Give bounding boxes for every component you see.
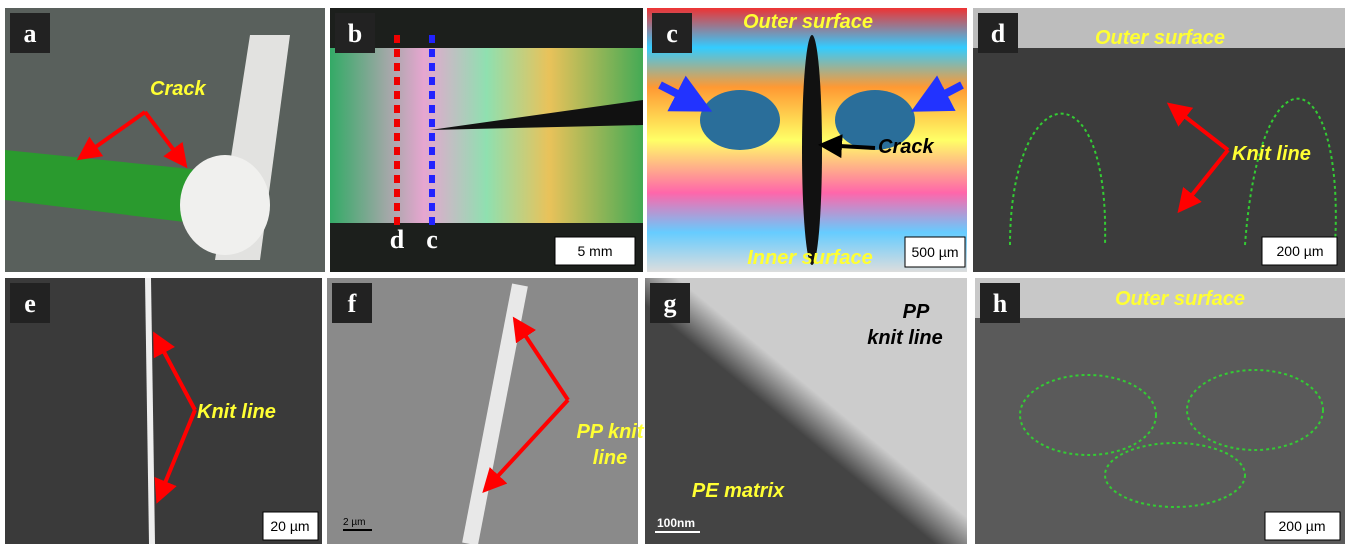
annotation: Knit line xyxy=(197,401,276,423)
annotation: PP xyxy=(903,301,930,323)
figure: a Crack b d c 5 mm c Outer surface Crack… xyxy=(0,0,1345,544)
panel-label: g xyxy=(664,289,677,318)
panel-label: c xyxy=(666,19,678,48)
annotation: Knit line xyxy=(1232,143,1311,165)
annotation: PP knit xyxy=(576,421,644,443)
scale-bar-label: 200 µm xyxy=(1279,518,1326,534)
panel-label: f xyxy=(348,289,357,318)
annotation: Outer surface xyxy=(743,11,873,33)
panel-label: e xyxy=(24,289,36,318)
scale-bar-label: 500 µm xyxy=(912,244,959,260)
annotation: Outer surface xyxy=(1115,288,1245,310)
marker-label: d xyxy=(390,225,405,254)
scale-bar-label: 5 mm xyxy=(578,243,613,259)
panel-label: d xyxy=(991,19,1006,48)
annotation: PE matrix xyxy=(692,480,785,502)
panel-label: h xyxy=(993,289,1008,318)
annotation: knit line xyxy=(867,327,943,349)
stress-zone xyxy=(700,90,780,150)
annotation: line xyxy=(593,447,627,469)
scale-bar-label: 200 µm xyxy=(1277,243,1324,259)
scale-bar-label: 20 µm xyxy=(270,518,309,534)
scale-bar-label: 2 µm xyxy=(343,517,365,528)
micrograph xyxy=(330,48,643,223)
annotation: Crack xyxy=(150,78,206,100)
crack xyxy=(802,35,822,265)
annotation: Inner surface xyxy=(747,247,873,269)
panel-label: b xyxy=(348,19,362,48)
marker-label: c xyxy=(426,225,438,254)
knit-line xyxy=(148,278,152,544)
panel-label: a xyxy=(24,19,37,48)
annotation: Crack xyxy=(878,136,934,158)
connector xyxy=(180,155,270,255)
scale-bar-label: 100nm xyxy=(657,516,695,530)
annotation: Outer surface xyxy=(1095,27,1225,49)
